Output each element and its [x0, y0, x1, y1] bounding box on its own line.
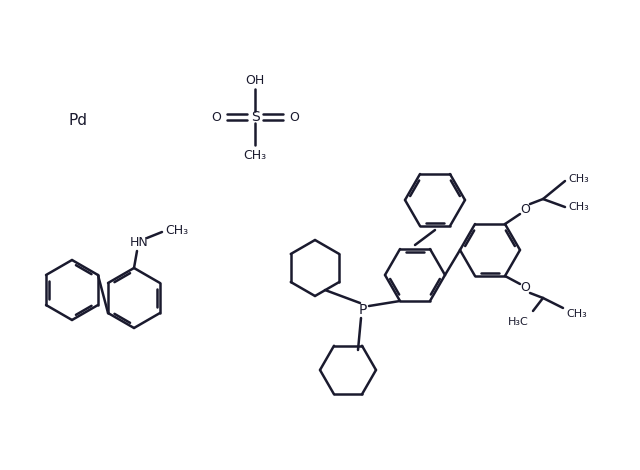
Text: S: S: [251, 110, 259, 124]
Text: CH₃: CH₃: [165, 224, 189, 236]
Text: OH: OH: [245, 73, 264, 86]
Text: CH₃: CH₃: [568, 174, 589, 184]
Text: O: O: [211, 110, 221, 124]
Text: O: O: [289, 110, 299, 124]
Text: CH₃: CH₃: [568, 202, 589, 212]
Text: H₃C: H₃C: [508, 317, 529, 327]
Text: P: P: [359, 303, 367, 317]
Text: CH₃: CH₃: [243, 149, 267, 162]
Text: O: O: [520, 282, 530, 295]
Text: O: O: [520, 203, 530, 216]
Text: HN: HN: [130, 235, 148, 249]
Text: Pd: Pd: [68, 112, 88, 127]
Text: CH₃: CH₃: [566, 309, 588, 319]
